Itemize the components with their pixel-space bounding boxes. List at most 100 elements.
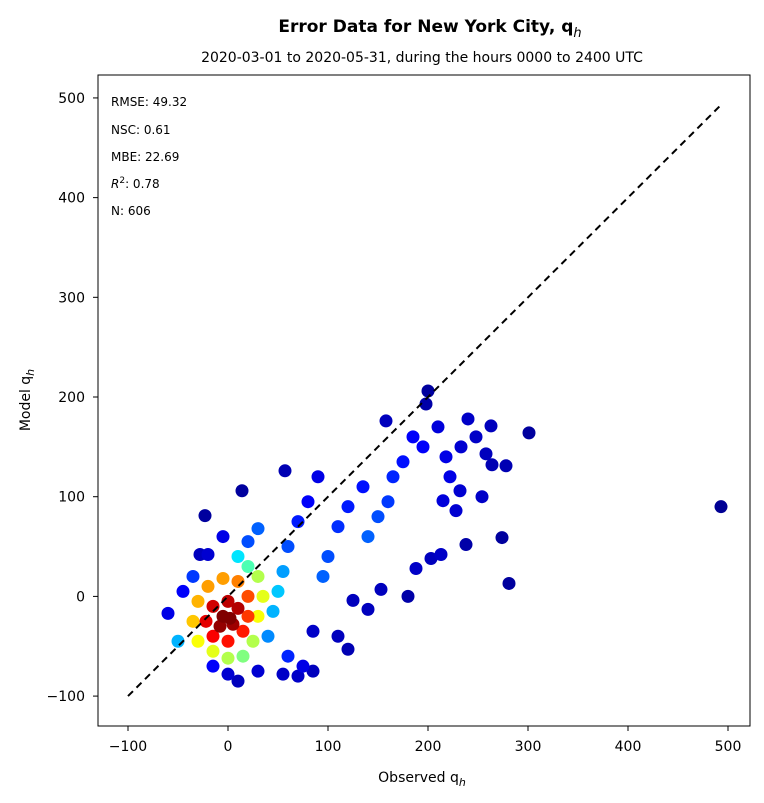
scatter-point	[495, 531, 509, 545]
scatter-point	[454, 440, 468, 454]
scatter-point	[431, 420, 445, 434]
scatter-point	[316, 569, 330, 583]
scatter-point	[484, 419, 498, 433]
plot-frame	[97, 74, 751, 727]
scatter-point	[281, 649, 295, 663]
scatter-point	[485, 458, 499, 472]
x-tick-label: 400	[615, 739, 642, 755]
scatter-point	[406, 430, 420, 444]
scatter-point	[199, 614, 213, 628]
scatter-point	[186, 614, 200, 628]
scatter-point	[475, 490, 489, 504]
scatter-point	[191, 634, 205, 648]
scatter-point	[291, 515, 305, 529]
scatter-point	[386, 470, 400, 484]
scatter-point	[453, 484, 467, 498]
scatter-point	[276, 564, 290, 578]
scatter-point	[241, 559, 255, 573]
scatter-point	[469, 430, 483, 444]
scatter-point	[714, 500, 728, 514]
scatter-point	[266, 604, 280, 618]
y-tick-label: 400	[58, 191, 85, 207]
y-tick-label: 200	[58, 390, 85, 406]
x-tick-label: 200	[415, 739, 442, 755]
stat-r2-value: : 0.78	[125, 177, 160, 191]
scatter-point	[221, 594, 235, 608]
scatter-point	[341, 500, 355, 514]
scatter-point	[206, 644, 220, 658]
scatter-point	[306, 664, 320, 678]
scatter-point	[206, 659, 220, 673]
chart-title: Error Data for New York City, qh	[278, 17, 581, 41]
scatter-point	[191, 594, 205, 608]
scatter-point	[439, 450, 453, 464]
x-tick-label: 500	[715, 739, 742, 755]
scatter-point	[341, 642, 355, 656]
scatter-point	[256, 589, 270, 603]
scatter-point	[231, 601, 245, 615]
y-tick-label: 500	[58, 91, 85, 107]
scatter-point	[216, 571, 230, 585]
y-tick-label: −100	[47, 689, 85, 705]
scatter-point	[361, 530, 375, 544]
scatter-point	[419, 397, 433, 411]
scatter-point	[459, 538, 473, 552]
scatter-point	[434, 548, 448, 562]
scatter-point	[186, 569, 200, 583]
scatter-point	[241, 589, 255, 603]
scatter-point	[236, 624, 250, 638]
scatter-point	[241, 535, 255, 549]
scatter-point	[231, 674, 245, 688]
scatter-points	[161, 384, 728, 688]
scatter-point	[216, 530, 230, 544]
scatter-point	[311, 470, 325, 484]
scatter-point	[522, 426, 536, 440]
y-tick-label: 0	[76, 589, 85, 605]
title-subscript: h	[573, 26, 581, 41]
scatter-point	[271, 584, 285, 598]
x-tick-label: −100	[109, 739, 147, 755]
scatter-point	[421, 384, 435, 398]
stat-r2: R2: 0.78	[111, 176, 160, 191]
scatter-point	[374, 582, 388, 596]
scatter-point	[251, 609, 265, 623]
scatter-point	[246, 634, 260, 648]
scatter-point	[461, 412, 475, 426]
scatter-point	[231, 550, 245, 564]
x-axis-label: Observed qh	[378, 770, 466, 789]
scatter-point	[281, 540, 295, 554]
scatter-point	[443, 470, 457, 484]
scatter-point	[499, 459, 513, 473]
scatter-point	[278, 464, 292, 478]
stat-n: N: 606	[111, 204, 151, 218]
scatter-point	[206, 599, 220, 613]
y-axis-label-subscript: h	[24, 369, 37, 376]
scatter-point	[401, 589, 415, 603]
x-axis-label-subscript: h	[459, 776, 466, 789]
stats-box: RMSE: 49.32 NSC: 0.61 MBE: 22.69 R2: 0.7…	[111, 95, 187, 218]
scatter-point	[176, 584, 190, 598]
scatter-point	[223, 611, 237, 625]
scatter-point	[261, 629, 275, 643]
scatter-point	[396, 455, 410, 469]
scatter-point	[296, 659, 310, 673]
one-to-one-reference-line	[127, 104, 722, 697]
scatter-point	[502, 576, 516, 590]
scatter-point	[436, 494, 450, 508]
stat-mbe: MBE: 22.69	[111, 150, 179, 164]
scatter-point	[213, 619, 227, 633]
stat-r2-symbol: R	[111, 177, 119, 191]
x-tick-label: 100	[315, 739, 342, 755]
scatter-point	[479, 447, 493, 461]
scatter-point	[371, 510, 385, 524]
scatter-point	[276, 667, 290, 681]
scatter-point	[251, 664, 265, 678]
scatter-point	[198, 509, 212, 523]
scatter-point	[231, 574, 245, 588]
scatter-point	[306, 624, 320, 638]
x-tick-label: 300	[515, 739, 542, 755]
scatter-point	[201, 548, 215, 562]
scatter-point	[361, 602, 375, 616]
chart-subtitle: 2020-03-01 to 2020-05-31, during the hou…	[201, 50, 643, 66]
